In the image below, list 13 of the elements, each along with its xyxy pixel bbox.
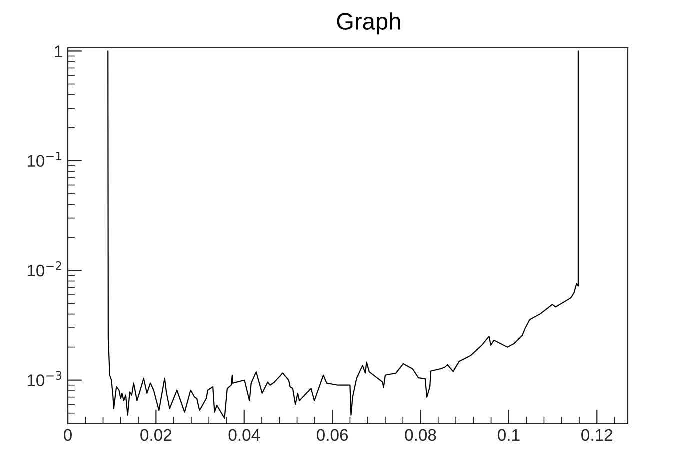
chart-title: Graph — [337, 12, 400, 35]
x-tick-label: 0.12 — [582, 429, 613, 442]
x-tick-label: 0.02 — [140, 429, 172, 442]
line-series — [108, 50, 579, 419]
y-tick-label: 1 — [55, 46, 62, 58]
x-tick-label: 0.04 — [228, 429, 260, 442]
y-tick-label: 10$^{−1}$ — [28, 152, 62, 168]
y-tick-label: 10$^{−3}$ — [28, 371, 62, 386]
y-tick-label: 10$^{−2}$ — [28, 262, 62, 277]
x-tick-label: 0 — [64, 429, 72, 442]
x-tick-label: 0.06 — [317, 429, 348, 442]
x-tick-label: 0.1 — [498, 429, 520, 442]
x-tick-label: 0.08 — [405, 429, 436, 442]
